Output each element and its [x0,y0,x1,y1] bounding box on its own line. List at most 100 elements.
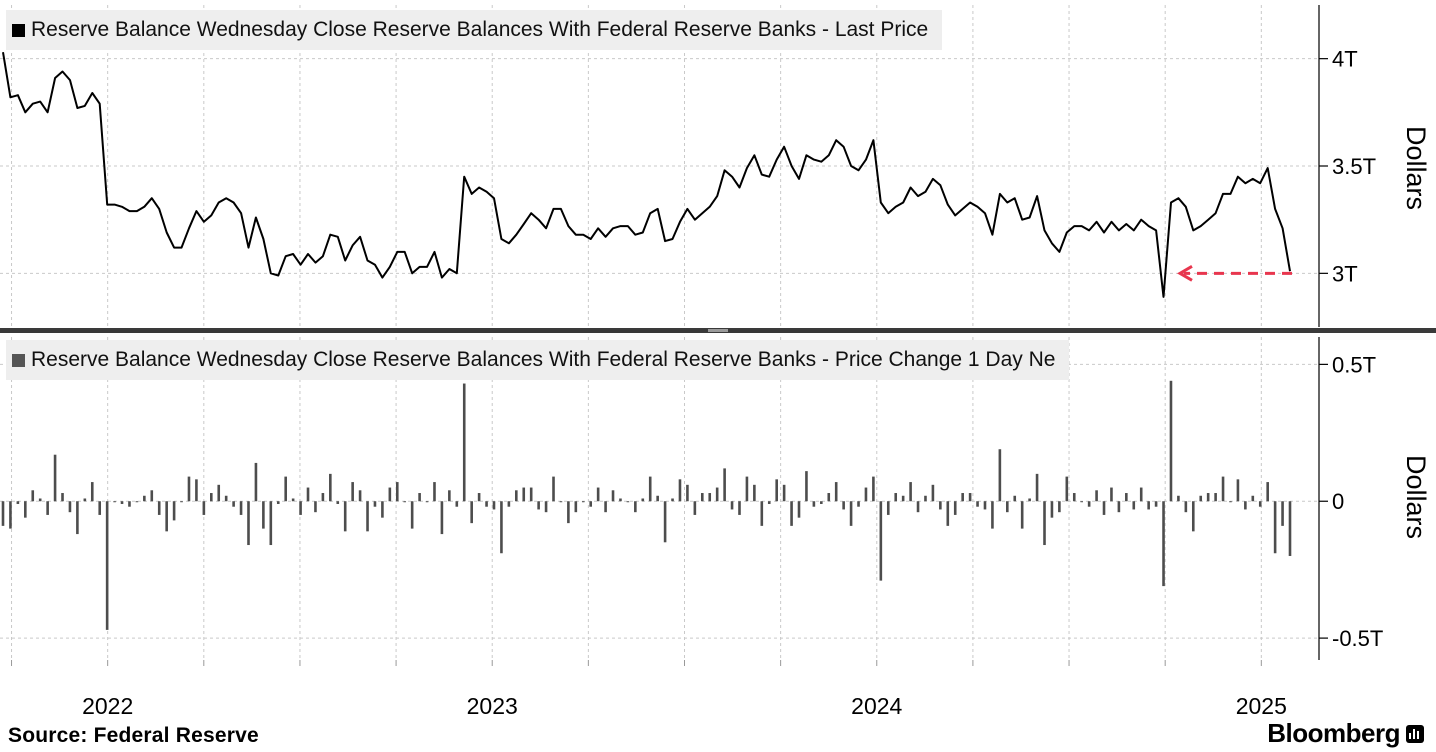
change-bar [760,501,764,526]
change-bar [916,501,920,513]
change-bar [1199,495,1203,502]
change-bar [909,482,912,502]
change-bar [291,498,295,502]
change-bar [113,501,116,503]
change-bar [864,487,868,502]
bottom-y-tick-label: -0.5T [1332,626,1383,651]
change-bar [767,501,771,504]
change-bar [98,501,102,515]
change-bar [343,501,347,532]
change-bar [76,501,79,535]
change-bar [953,501,957,515]
change-bar [1125,493,1128,502]
change-bar [924,495,927,502]
change-bar [1288,501,1292,556]
last-price-line [2,52,1291,298]
change-bar [90,482,94,502]
change-bar [663,501,667,543]
change-bar [351,482,354,502]
change-bar [820,501,823,504]
change-bar [968,493,972,502]
change-bar [217,484,221,502]
change-bar [1154,501,1158,507]
change-bar [492,501,496,510]
change-bar [1028,498,1031,502]
change-bar [894,493,898,502]
change-bar [1013,495,1017,502]
x-tick-label: 2025 [1236,693,1287,719]
change-bar [1258,501,1262,507]
change-bar [165,501,168,532]
change-bar [1191,501,1195,532]
change-bar [500,501,503,554]
legend-bottom: Reserve Balance Wednesday Close Reserve … [6,340,1070,380]
change-bar [403,501,407,503]
change-bar [1184,501,1188,513]
change-bar [522,487,526,502]
change-bar [1169,380,1173,502]
legend-top-swatch [12,23,25,37]
change-bar [38,498,42,502]
change-bar [143,495,146,502]
change-bar [1043,501,1046,546]
change-bar [1236,479,1240,502]
change-bar [886,501,890,515]
change-bar [366,501,369,532]
change-bar [395,482,399,502]
change-bar [678,479,682,502]
change-bar [544,501,548,513]
change-bar [135,501,139,503]
change-bar [1117,501,1121,513]
brand-wordmark: Bloomberg [1267,718,1400,748]
change-bar [1251,495,1255,502]
change-bar [1177,495,1180,502]
top-y-axis-title: Dollars [1401,126,1431,210]
change-bar [1050,501,1054,518]
legend-top: Reserve Balance Wednesday Close Reserve … [6,10,943,50]
x-tick-label: 2024 [851,693,902,719]
change-bar [284,476,287,502]
change-bar [1221,476,1225,502]
change-bar [589,501,593,507]
change-bar [195,479,198,502]
change-bar [604,501,607,513]
change-bar [782,484,786,502]
change-bar [537,501,540,510]
change-bar [671,498,674,502]
change-bar [388,487,392,502]
change-bar [842,501,845,510]
change-bar [686,484,689,502]
change-bar [180,501,183,503]
legend-top-label: Reserve Balance Wednesday Close Reserve … [31,18,929,41]
change-bar [939,501,942,510]
change-bar [105,501,109,630]
change-bar [336,501,340,504]
change-bar [254,462,258,502]
change-bar [1132,501,1136,510]
change-bar [1065,476,1069,502]
change-bar [901,495,905,502]
change-bar [31,490,35,502]
top-y-tick-label: 3.5T [1332,154,1376,179]
change-bar [567,501,570,524]
change-bar [128,501,131,507]
change-bar [1035,473,1039,502]
change-bar [1139,487,1143,502]
change-bar [433,482,436,502]
bottom-y-tick-label: 0 [1332,489,1344,514]
change-bar [485,501,488,507]
change-bar [232,501,235,507]
legend-bottom-swatch [12,353,25,367]
change-bar [16,501,20,504]
change-bar [1,501,5,526]
change-bar [172,501,176,521]
change-bar [730,501,734,510]
change-bar [872,476,875,502]
change-bar [574,501,578,513]
change-bar [805,471,808,502]
change-bar [581,501,585,503]
change-bar [1147,501,1150,510]
change-bar [1087,501,1091,507]
